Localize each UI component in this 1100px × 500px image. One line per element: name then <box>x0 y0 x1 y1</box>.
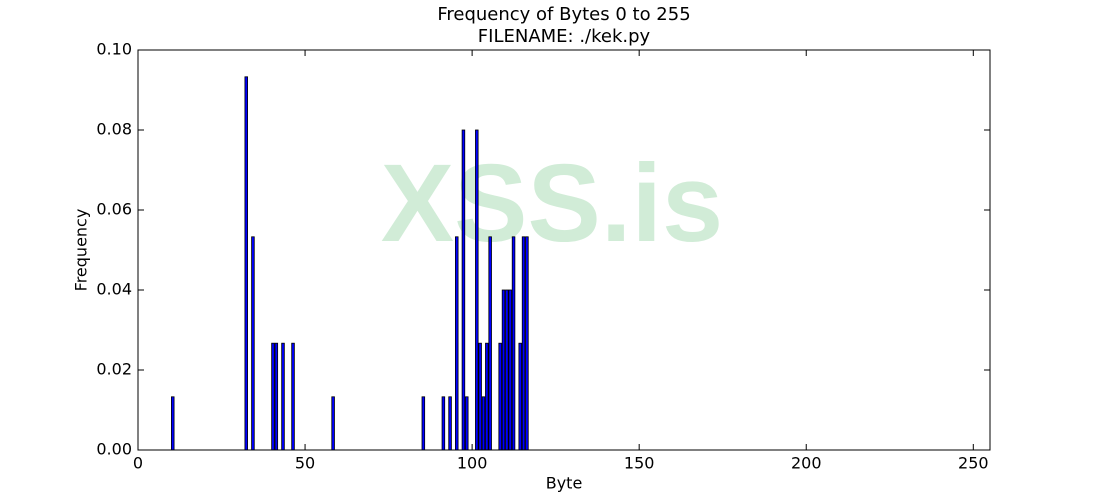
chart-subtitle: FILENAME: ./kek.py <box>478 26 651 47</box>
bar <box>274 342 279 451</box>
x-tick-label: 50 <box>295 454 315 473</box>
bar <box>455 236 459 451</box>
y-tick-label: 0.06 <box>96 200 132 219</box>
y-tick-label: 0.00 <box>96 440 132 459</box>
bar <box>498 342 502 451</box>
bar <box>488 236 492 451</box>
bar <box>244 76 248 451</box>
x-tick-label: 100 <box>457 454 488 473</box>
bar <box>485 342 489 451</box>
x-tick-label: 250 <box>958 454 989 473</box>
bar <box>508 289 512 451</box>
bar <box>521 236 526 451</box>
bar <box>511 236 516 451</box>
bar <box>481 396 486 451</box>
bar <box>171 396 175 451</box>
bar <box>465 396 469 451</box>
x-axis-label: Byte <box>546 474 583 493</box>
bar <box>421 396 426 451</box>
bar <box>448 396 452 451</box>
watermark: XSS.is <box>381 142 723 265</box>
bar <box>251 236 255 451</box>
bar <box>291 342 295 451</box>
bar <box>281 342 285 451</box>
y-tick-label: 0.08 <box>96 120 132 139</box>
x-tick-label: 0 <box>133 454 143 473</box>
chart-title: Frequency of Bytes 0 to 255 <box>437 4 690 25</box>
y-tick-label: 0.04 <box>96 280 132 299</box>
bar <box>505 289 509 451</box>
bar <box>461 129 466 451</box>
y-tick-label: 0.02 <box>96 360 132 379</box>
x-tick-label: 200 <box>791 454 822 473</box>
plot-frame <box>137 49 991 451</box>
bar <box>478 342 482 451</box>
y-tick-label: 0.10 <box>96 40 132 59</box>
bar <box>475 129 479 451</box>
bar <box>441 396 446 451</box>
bar <box>518 342 522 451</box>
bar <box>501 289 506 451</box>
bar <box>271 342 275 451</box>
bar <box>331 396 335 451</box>
y-axis-label: Frequency <box>72 209 91 292</box>
bar <box>525 236 529 451</box>
x-tick-label: 150 <box>624 454 655 473</box>
